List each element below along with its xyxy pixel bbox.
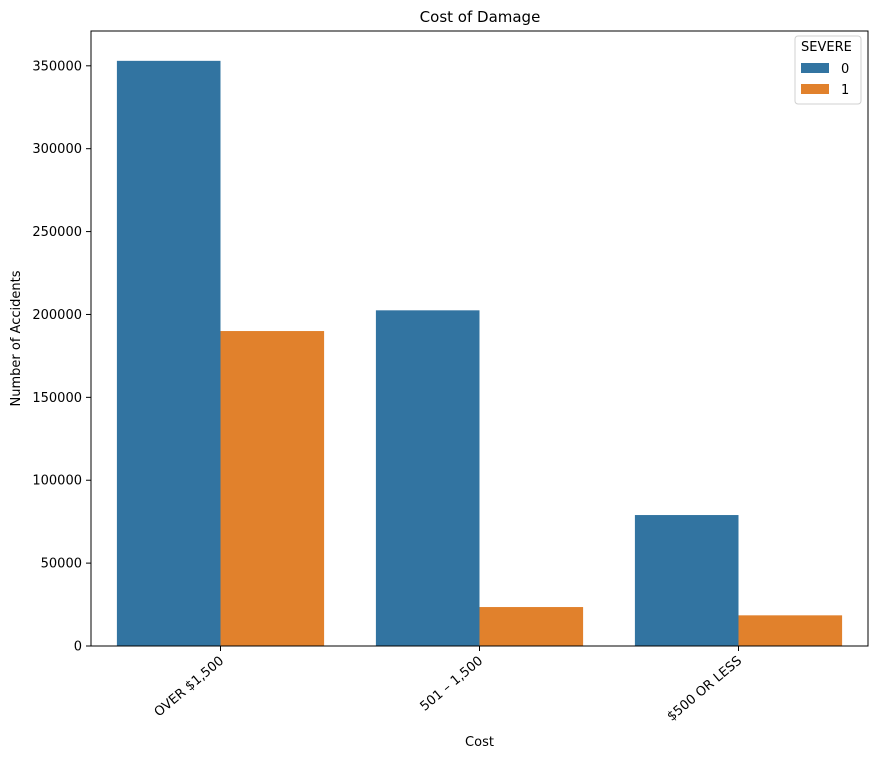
y-tick-label: 0	[74, 640, 82, 655]
legend: SEVERE 0 1	[794, 35, 862, 105]
bar-severe-1-1	[220, 331, 325, 646]
legend-label-0: 0	[841, 62, 849, 77]
legend-swatch-1	[801, 84, 829, 94]
y-tick-label: 250000	[32, 225, 82, 240]
bar-severe-1-2	[479, 607, 584, 646]
legend-label-1: 1	[841, 83, 849, 98]
x-axis: OVER $1,500 501 – 1,500 $500 OR LESS	[152, 646, 745, 725]
x-tick-label: OVER $1,500	[152, 654, 227, 721]
y-tick-label: 150000	[32, 391, 82, 406]
x-tick-label: $500 OR LESS	[665, 654, 746, 725]
legend-title: SEVERE	[801, 40, 852, 55]
chart-title: Cost of Damage	[420, 8, 541, 26]
legend-swatch-0	[801, 63, 829, 73]
y-tick-label: 200000	[32, 308, 82, 323]
x-tick-label: 501 – 1,500	[418, 654, 486, 715]
y-axis-label: Number of Accidents	[9, 270, 24, 406]
bar-severe-1-3	[738, 615, 843, 646]
y-tick-label: 300000	[32, 142, 82, 157]
y-tick-label: 350000	[32, 59, 82, 74]
y-axis: 0 50000 100000 150000 200000 250000 300000 3500…	[32, 59, 91, 655]
y-tick-label: 100000	[32, 474, 82, 489]
plot-frame	[90, 30, 869, 647]
bars-group	[116, 60, 843, 647]
bar-severe-0-2	[375, 310, 480, 646]
bar-severe-0-3	[634, 515, 739, 646]
bar-severe-0-1	[116, 60, 221, 647]
x-axis-label: Cost	[465, 735, 494, 750]
y-tick-label: 50000	[41, 557, 82, 572]
